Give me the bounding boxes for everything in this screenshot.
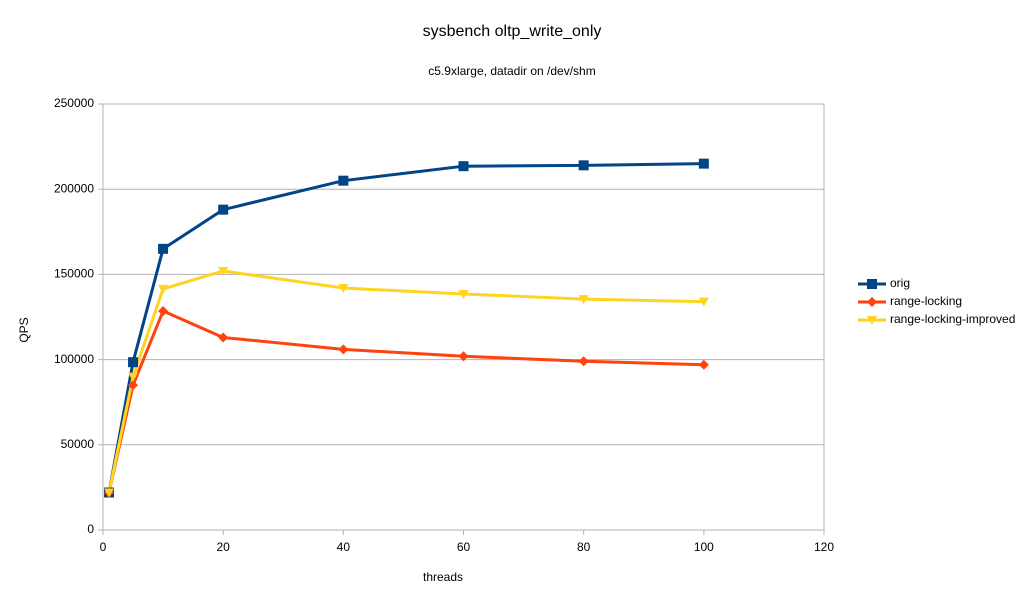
y-tick-label: 200000 [54,181,94,195]
marker [128,357,139,368]
marker [158,284,169,294]
marker [218,204,229,215]
marker [578,356,589,367]
marker [458,161,469,172]
legend-label: range-locking [890,294,962,308]
marker [158,306,169,317]
x-tick-label: 20 [216,540,230,554]
marker [338,344,349,355]
y-tick-label: 50000 [61,437,95,451]
x-axis-label: threads [423,570,463,584]
marker [338,284,349,294]
marker [458,351,469,362]
marker [218,266,229,276]
chart-title: sysbench oltp_write_only [423,23,602,40]
marker [458,289,469,299]
y-tick-label: 0 [87,522,94,536]
y-axis-label: QPS [17,317,31,342]
marker [578,160,589,171]
series-line [107,269,704,493]
series-line [107,309,704,493]
x-tick-label: 60 [457,540,471,554]
marker [128,380,139,391]
x-tick-label: 80 [577,540,591,554]
chart-subtitle: c5.9xlarge, datadir on /dev/shm [428,64,595,78]
x-tick-label: 0 [100,540,107,554]
marker [867,297,877,307]
marker [867,316,877,325]
marker [698,297,709,307]
marker [218,332,229,343]
marker [698,158,709,169]
y-tick-label: 250000 [54,96,94,110]
x-tick-label: 120 [814,540,834,554]
legend-label: orig [890,276,910,290]
marker [867,279,877,289]
marker [128,372,139,382]
y-tick-label: 100000 [54,352,94,366]
y-tick-label: 150000 [54,267,94,281]
marker [104,488,115,498]
marker [338,175,349,186]
x-tick-label: 40 [337,540,351,554]
marker [578,295,589,305]
x-tick-label: 100 [694,540,714,554]
marker [698,359,709,370]
plot-border [102,103,825,531]
legend-label: range-locking-improved [890,312,1015,326]
series-line [107,162,704,493]
marker [158,243,169,254]
